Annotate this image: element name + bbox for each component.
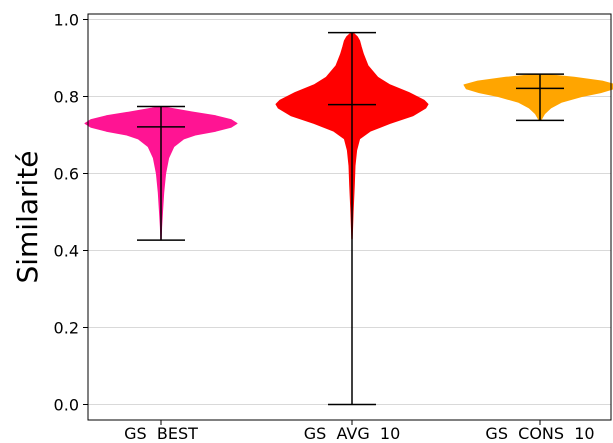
x-axis-ticks: GS BEST GS AVG 10 GS CONS 10: [124, 420, 595, 443]
y-tick-label: 1.0: [54, 11, 79, 30]
violin-series: [84, 32, 613, 241]
y-tick-label: 0.2: [54, 319, 79, 338]
violin-stat-lines: [137, 31, 564, 406]
x-tick-label: GS AVG 10: [304, 424, 401, 443]
y-tick-label: 0.4: [54, 242, 79, 261]
plot-area-frame: [87, 13, 612, 421]
y-tick-label: 0.8: [54, 88, 79, 107]
violin-body: [463, 73, 613, 121]
x-tick-label: GS BEST: [124, 424, 198, 443]
y-axis-title: Similarité: [11, 150, 44, 283]
y-tick-label: 0.6: [54, 165, 79, 184]
x-tick-label: GS CONS 10: [485, 424, 594, 443]
y-axis-ticks: 0.0 0.2 0.4 0.6 0.8 1.0: [54, 11, 88, 415]
y-tick-label: 0.0: [54, 396, 79, 415]
